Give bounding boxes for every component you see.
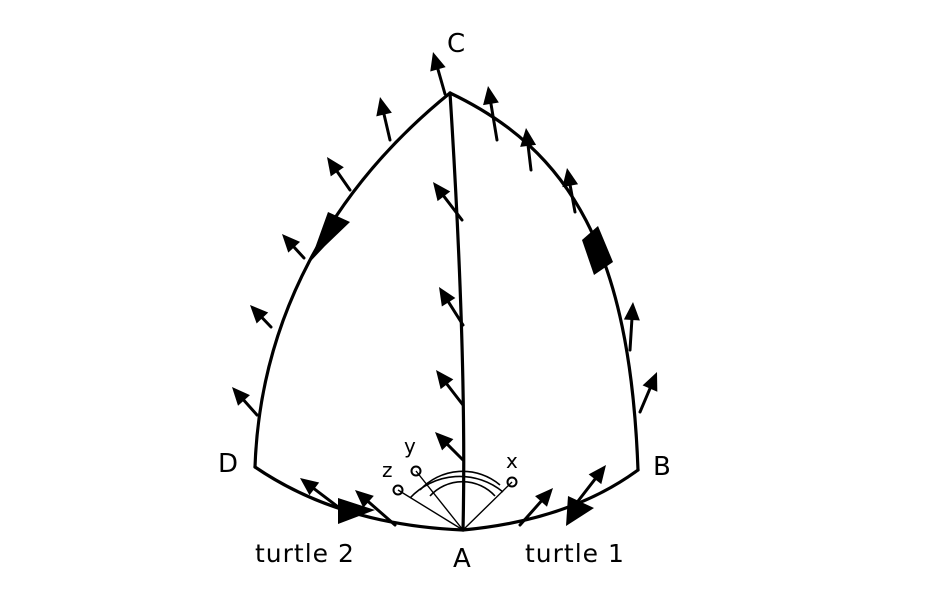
turtle-label-1: turtle 1 xyxy=(525,539,625,568)
normal-arrows xyxy=(232,52,658,527)
axis-label-y: y xyxy=(404,434,416,458)
direction-arrow-a-b xyxy=(566,496,594,526)
normal-arrow xyxy=(573,465,606,507)
edge-a-c xyxy=(448,91,466,532)
normal-arrow xyxy=(623,302,640,352)
turtle-label-2: turtle 2 xyxy=(255,539,355,568)
normal-arrow xyxy=(562,168,579,214)
normal-arrow xyxy=(282,234,306,260)
normal-arrow xyxy=(250,305,273,329)
normal-arrow xyxy=(355,490,397,527)
direction-arrow-c-d xyxy=(310,212,350,262)
normal-arrow xyxy=(483,86,499,142)
normal-arrow xyxy=(376,97,392,142)
direction-arrow-b-c xyxy=(582,226,613,275)
normal-arrow xyxy=(327,157,352,192)
axis-point-z xyxy=(392,484,404,496)
normal-arrow xyxy=(433,182,464,222)
vertex-label-a: A xyxy=(453,544,471,574)
axis-point-y xyxy=(410,465,422,477)
normal-arrow xyxy=(520,128,537,172)
normal-arrow xyxy=(430,52,447,96)
axis-label-z: z xyxy=(382,458,393,482)
normal-arrow xyxy=(232,387,259,417)
normal-arrow xyxy=(300,478,352,518)
normal-arrow xyxy=(439,287,465,327)
edge-a-b xyxy=(461,468,640,532)
normal-arrow xyxy=(435,432,465,462)
normal-arrow xyxy=(518,488,553,527)
axis-point-x xyxy=(506,476,518,488)
normal-arrow xyxy=(638,372,658,414)
edge-c-d xyxy=(253,91,452,469)
normal-arrow xyxy=(436,370,465,407)
vertex-label-d: D xyxy=(218,449,238,479)
vertex-label-b: B xyxy=(653,452,671,482)
angle-marker-a xyxy=(392,465,518,531)
direction-arrow-d-a xyxy=(338,498,375,524)
vertex-label-c: C xyxy=(447,29,465,59)
edge-b-c xyxy=(448,91,640,472)
axis-label-x: x xyxy=(506,449,518,473)
